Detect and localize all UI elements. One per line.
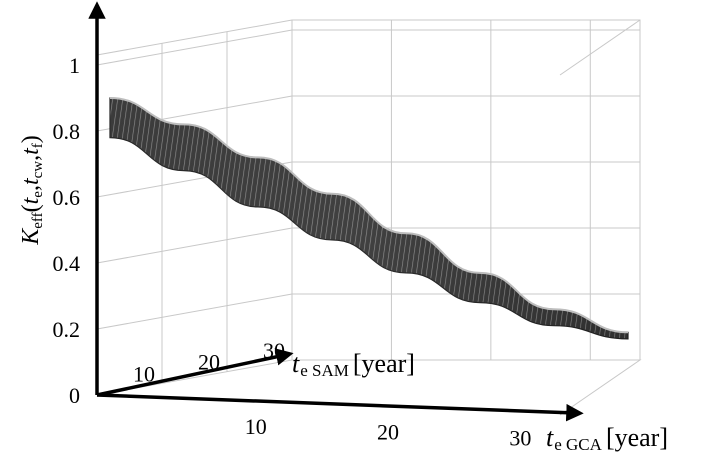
z-gridline-left xyxy=(96,29,293,66)
y-tick-label: 30 xyxy=(263,338,285,363)
y-ticks: 10 20 30 xyxy=(133,338,285,386)
z-tick-label: 0.8 xyxy=(53,119,81,144)
z-tick-label: 0.2 xyxy=(53,317,81,342)
z-tick-label: 1 xyxy=(69,53,80,78)
x-tick-label: 20 xyxy=(377,420,399,445)
svg-text:Keff(te,tcw,tf): Keff(te,tcw,tf) xyxy=(18,135,46,246)
x-tick-label: 30 xyxy=(509,425,531,450)
x-axis-label: te GCA [year] xyxy=(546,423,668,453)
z-tick-label: 0.6 xyxy=(53,185,81,210)
axes xyxy=(88,1,584,422)
surface-shading xyxy=(110,98,628,339)
surface-top-edge xyxy=(109,97,629,334)
y-axis xyxy=(96,348,294,397)
grid-floor-right xyxy=(292,359,642,416)
x-tick-label: 10 xyxy=(245,414,267,439)
surface xyxy=(109,97,629,340)
grid-back-top xyxy=(96,19,641,360)
gridlines xyxy=(96,20,640,384)
x-axis xyxy=(96,393,584,422)
z-ticks: 0 0.2 0.4 0.6 0.8 1 xyxy=(53,53,81,408)
y-tick-label: 10 xyxy=(133,361,155,386)
y-axis-label: te SAM [year] xyxy=(292,349,415,380)
z-gridline-left xyxy=(96,293,293,330)
grid-right-front xyxy=(559,19,641,76)
z-tick-label: 0 xyxy=(69,383,80,408)
z-gridline-left xyxy=(96,227,293,264)
z-axis-label: Keff(te,tcw,tf) xyxy=(18,135,46,246)
z-label-sub: eff xyxy=(30,212,46,228)
y-tick-label: 20 xyxy=(198,350,220,375)
x-ticks: 10 20 30 xyxy=(245,414,532,450)
z-label-main: K xyxy=(18,227,44,246)
z-tick-label: 0.4 xyxy=(53,251,81,276)
